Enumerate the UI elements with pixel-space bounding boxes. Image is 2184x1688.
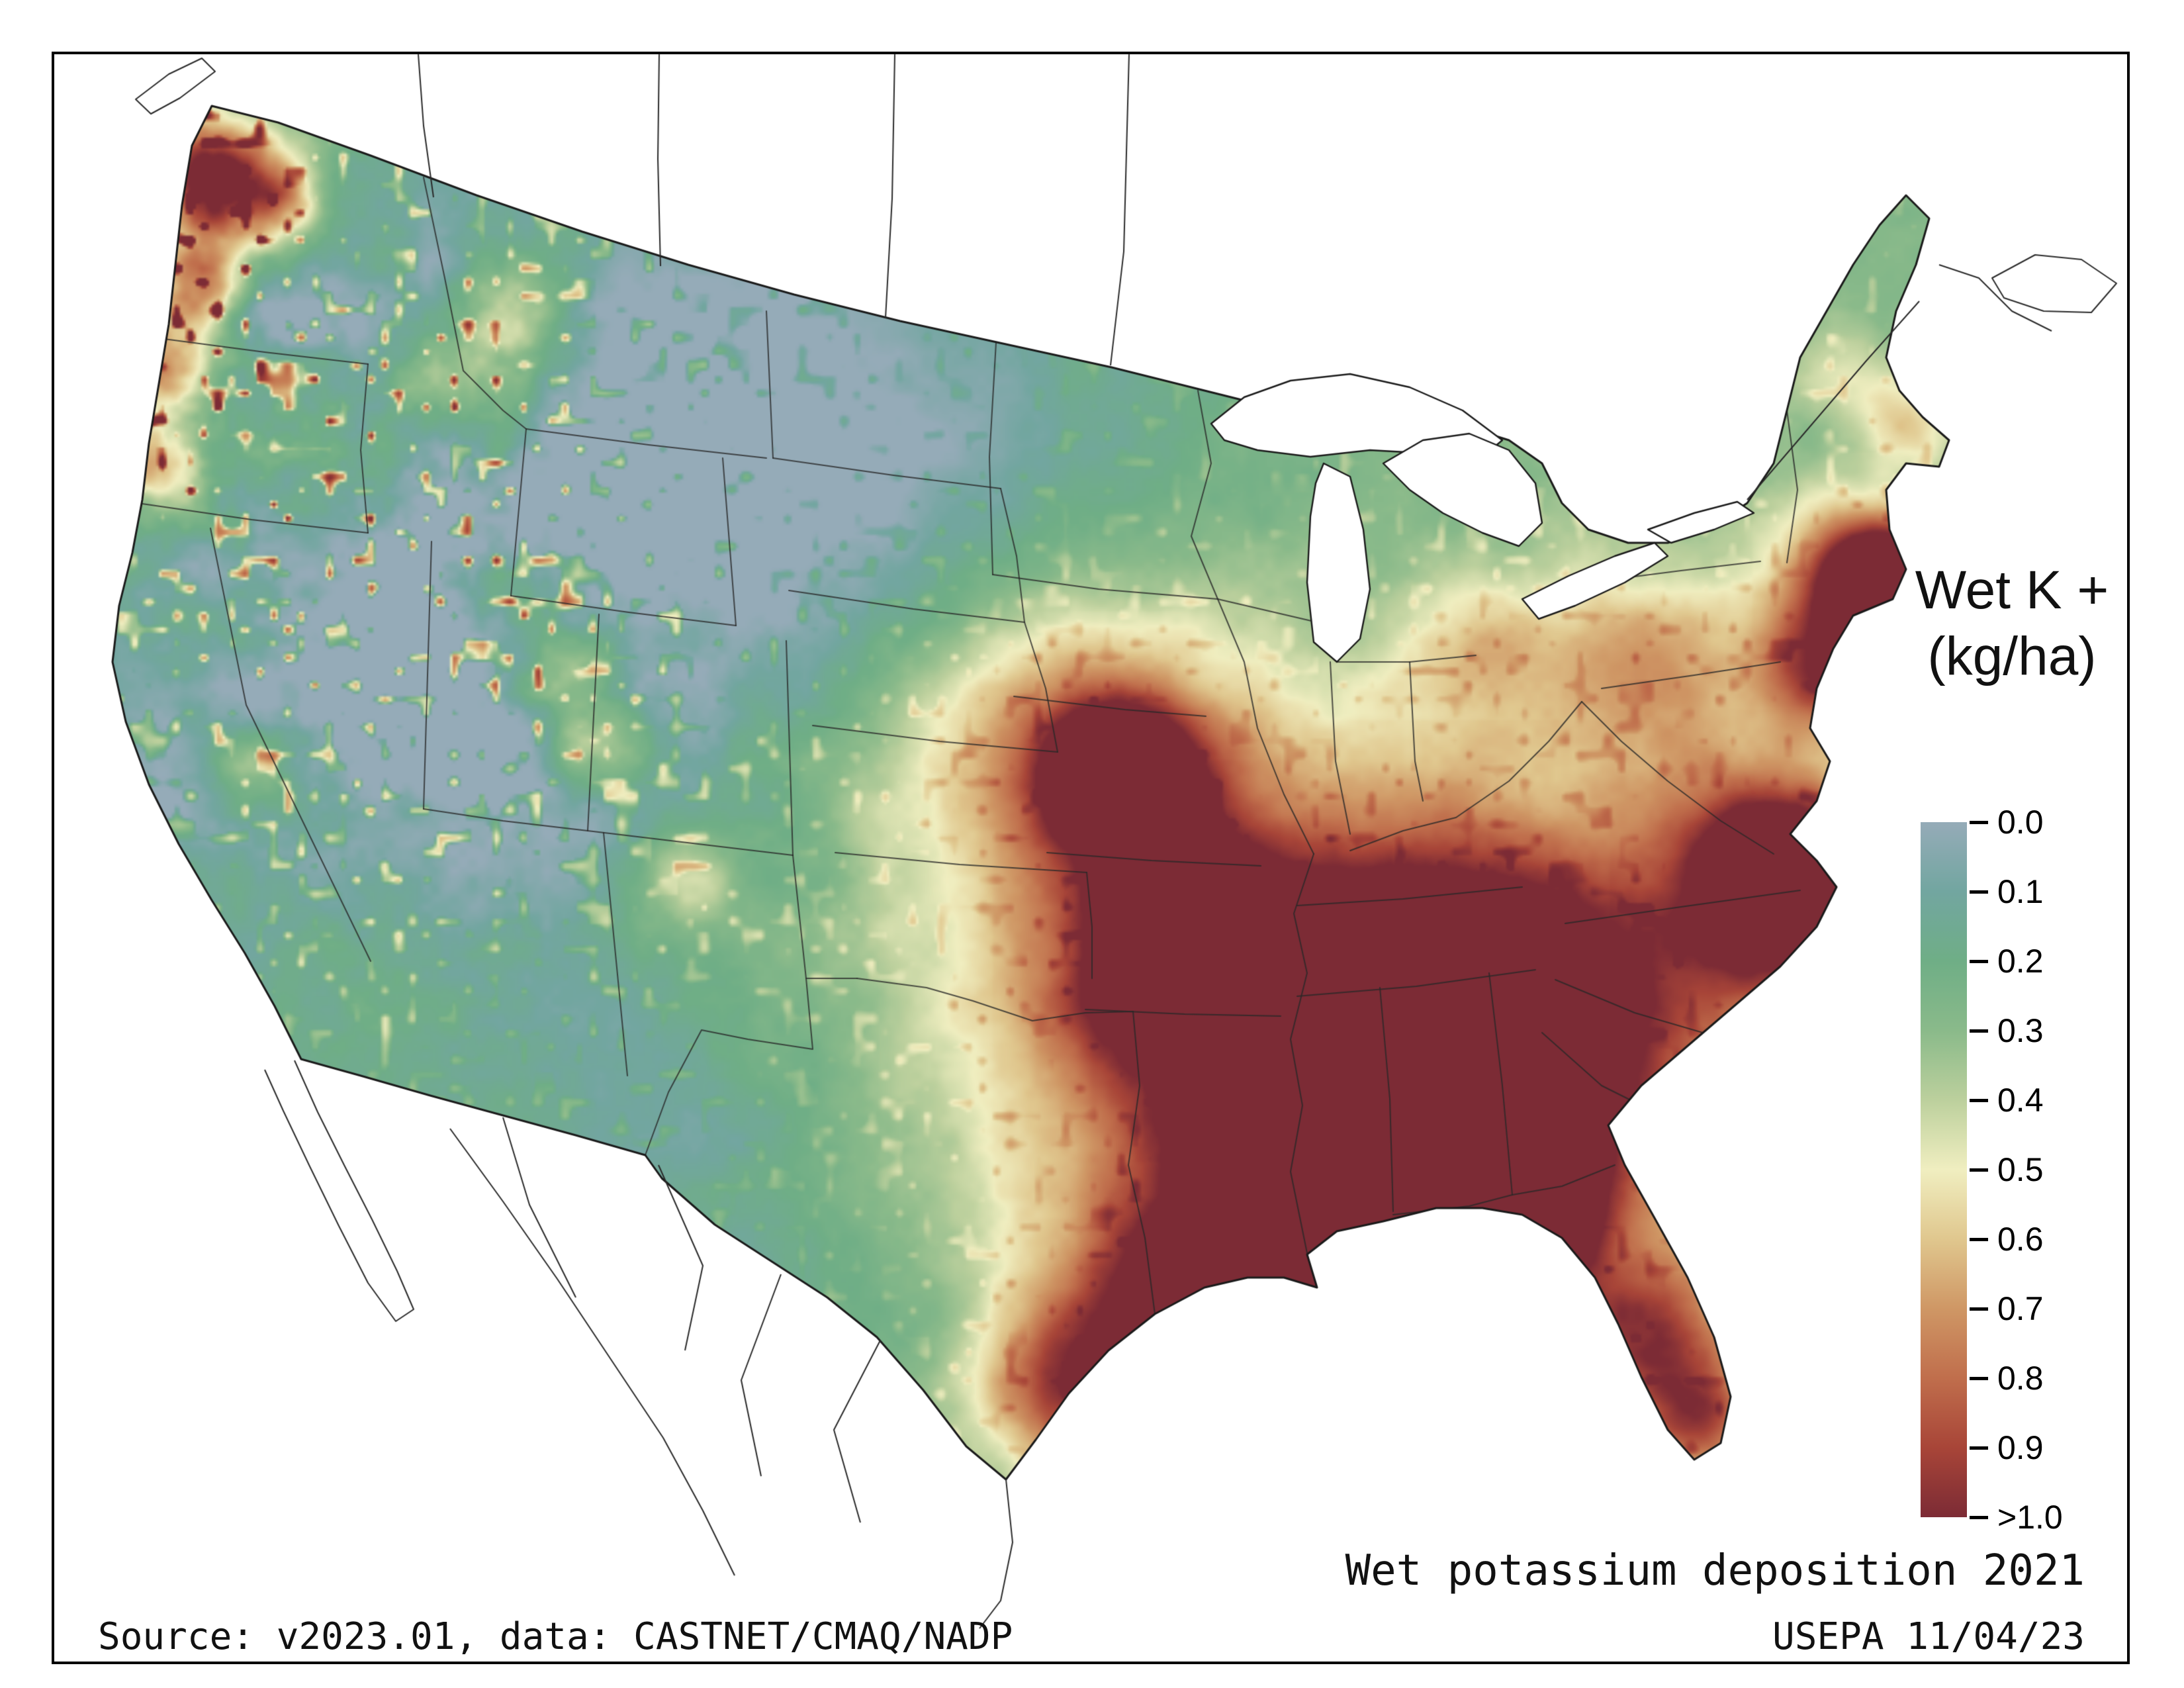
tick-mark-icon: [1970, 1446, 1988, 1450]
legend-title: Wet K + (kg/ha): [1886, 557, 2138, 690]
tick-mark-icon: [1970, 1307, 1988, 1311]
colorbar-tick: 0.3: [1970, 1011, 2044, 1050]
tick-label: 0.1: [1997, 873, 2044, 910]
tick-label: 0.9: [1997, 1429, 2044, 1466]
map-title: Wet potassium deposition 2021: [1345, 1546, 2085, 1595]
tick-label: >1.0: [1997, 1499, 2063, 1536]
tick-mark-icon: [1970, 890, 1988, 894]
colorbar-tick: 0.1: [1970, 872, 2044, 911]
tick-label: 0.0: [1997, 804, 2044, 841]
tick-mark-icon: [1970, 1029, 1988, 1033]
tick-label: 0.6: [1997, 1221, 2044, 1258]
colorbar-ticks: 0.0 0.1 0.2 0.3 0.4 0.5 0.6 0.7 0.8 0.9 >1.0: [1970, 804, 2168, 1536]
tick-mark-icon: [1970, 1515, 1988, 1519]
colorbar-tick: 0.6: [1970, 1220, 2044, 1258]
tick-mark-icon: [1970, 820, 1988, 824]
colorbar-tick: 0.0: [1970, 803, 2044, 841]
tick-label: 0.8: [1997, 1360, 2044, 1397]
tick-label: 0.5: [1997, 1151, 2044, 1188]
tick-label: 0.3: [1997, 1012, 2044, 1049]
colorbar-tick: 0.2: [1970, 942, 2044, 980]
colorbar-gradient: [1921, 822, 1967, 1517]
colorbar-tick: 0.7: [1970, 1289, 2044, 1328]
legend-title-line2: (kg/ha): [1927, 626, 2097, 687]
colorbar-tick: 0.9: [1970, 1429, 2044, 1467]
tick-label: 0.2: [1997, 943, 2044, 980]
source-line: Source: v2023.01, data: CASTNET/CMAQ/NAD…: [98, 1615, 1013, 1658]
tick-mark-icon: [1970, 1098, 1988, 1102]
tick-mark-icon: [1970, 1376, 1988, 1380]
tick-label: 0.4: [1997, 1082, 2044, 1119]
tick-mark-icon: [1970, 959, 1988, 963]
colorbar-tick: 0.8: [1970, 1359, 2044, 1397]
colorbar-tick: 0.5: [1970, 1150, 2044, 1189]
agency-line: USEPA 11/04/23: [1772, 1615, 2085, 1658]
legend-title-line1: Wet K +: [1915, 560, 2109, 620]
tick-label: 0.7: [1997, 1290, 2044, 1327]
tick-mark-icon: [1970, 1168, 1988, 1172]
tick-mark-icon: [1970, 1237, 1988, 1241]
colorbar-tick: >1.0: [1970, 1498, 2063, 1536]
colorbar-tick: 0.4: [1970, 1081, 2044, 1119]
